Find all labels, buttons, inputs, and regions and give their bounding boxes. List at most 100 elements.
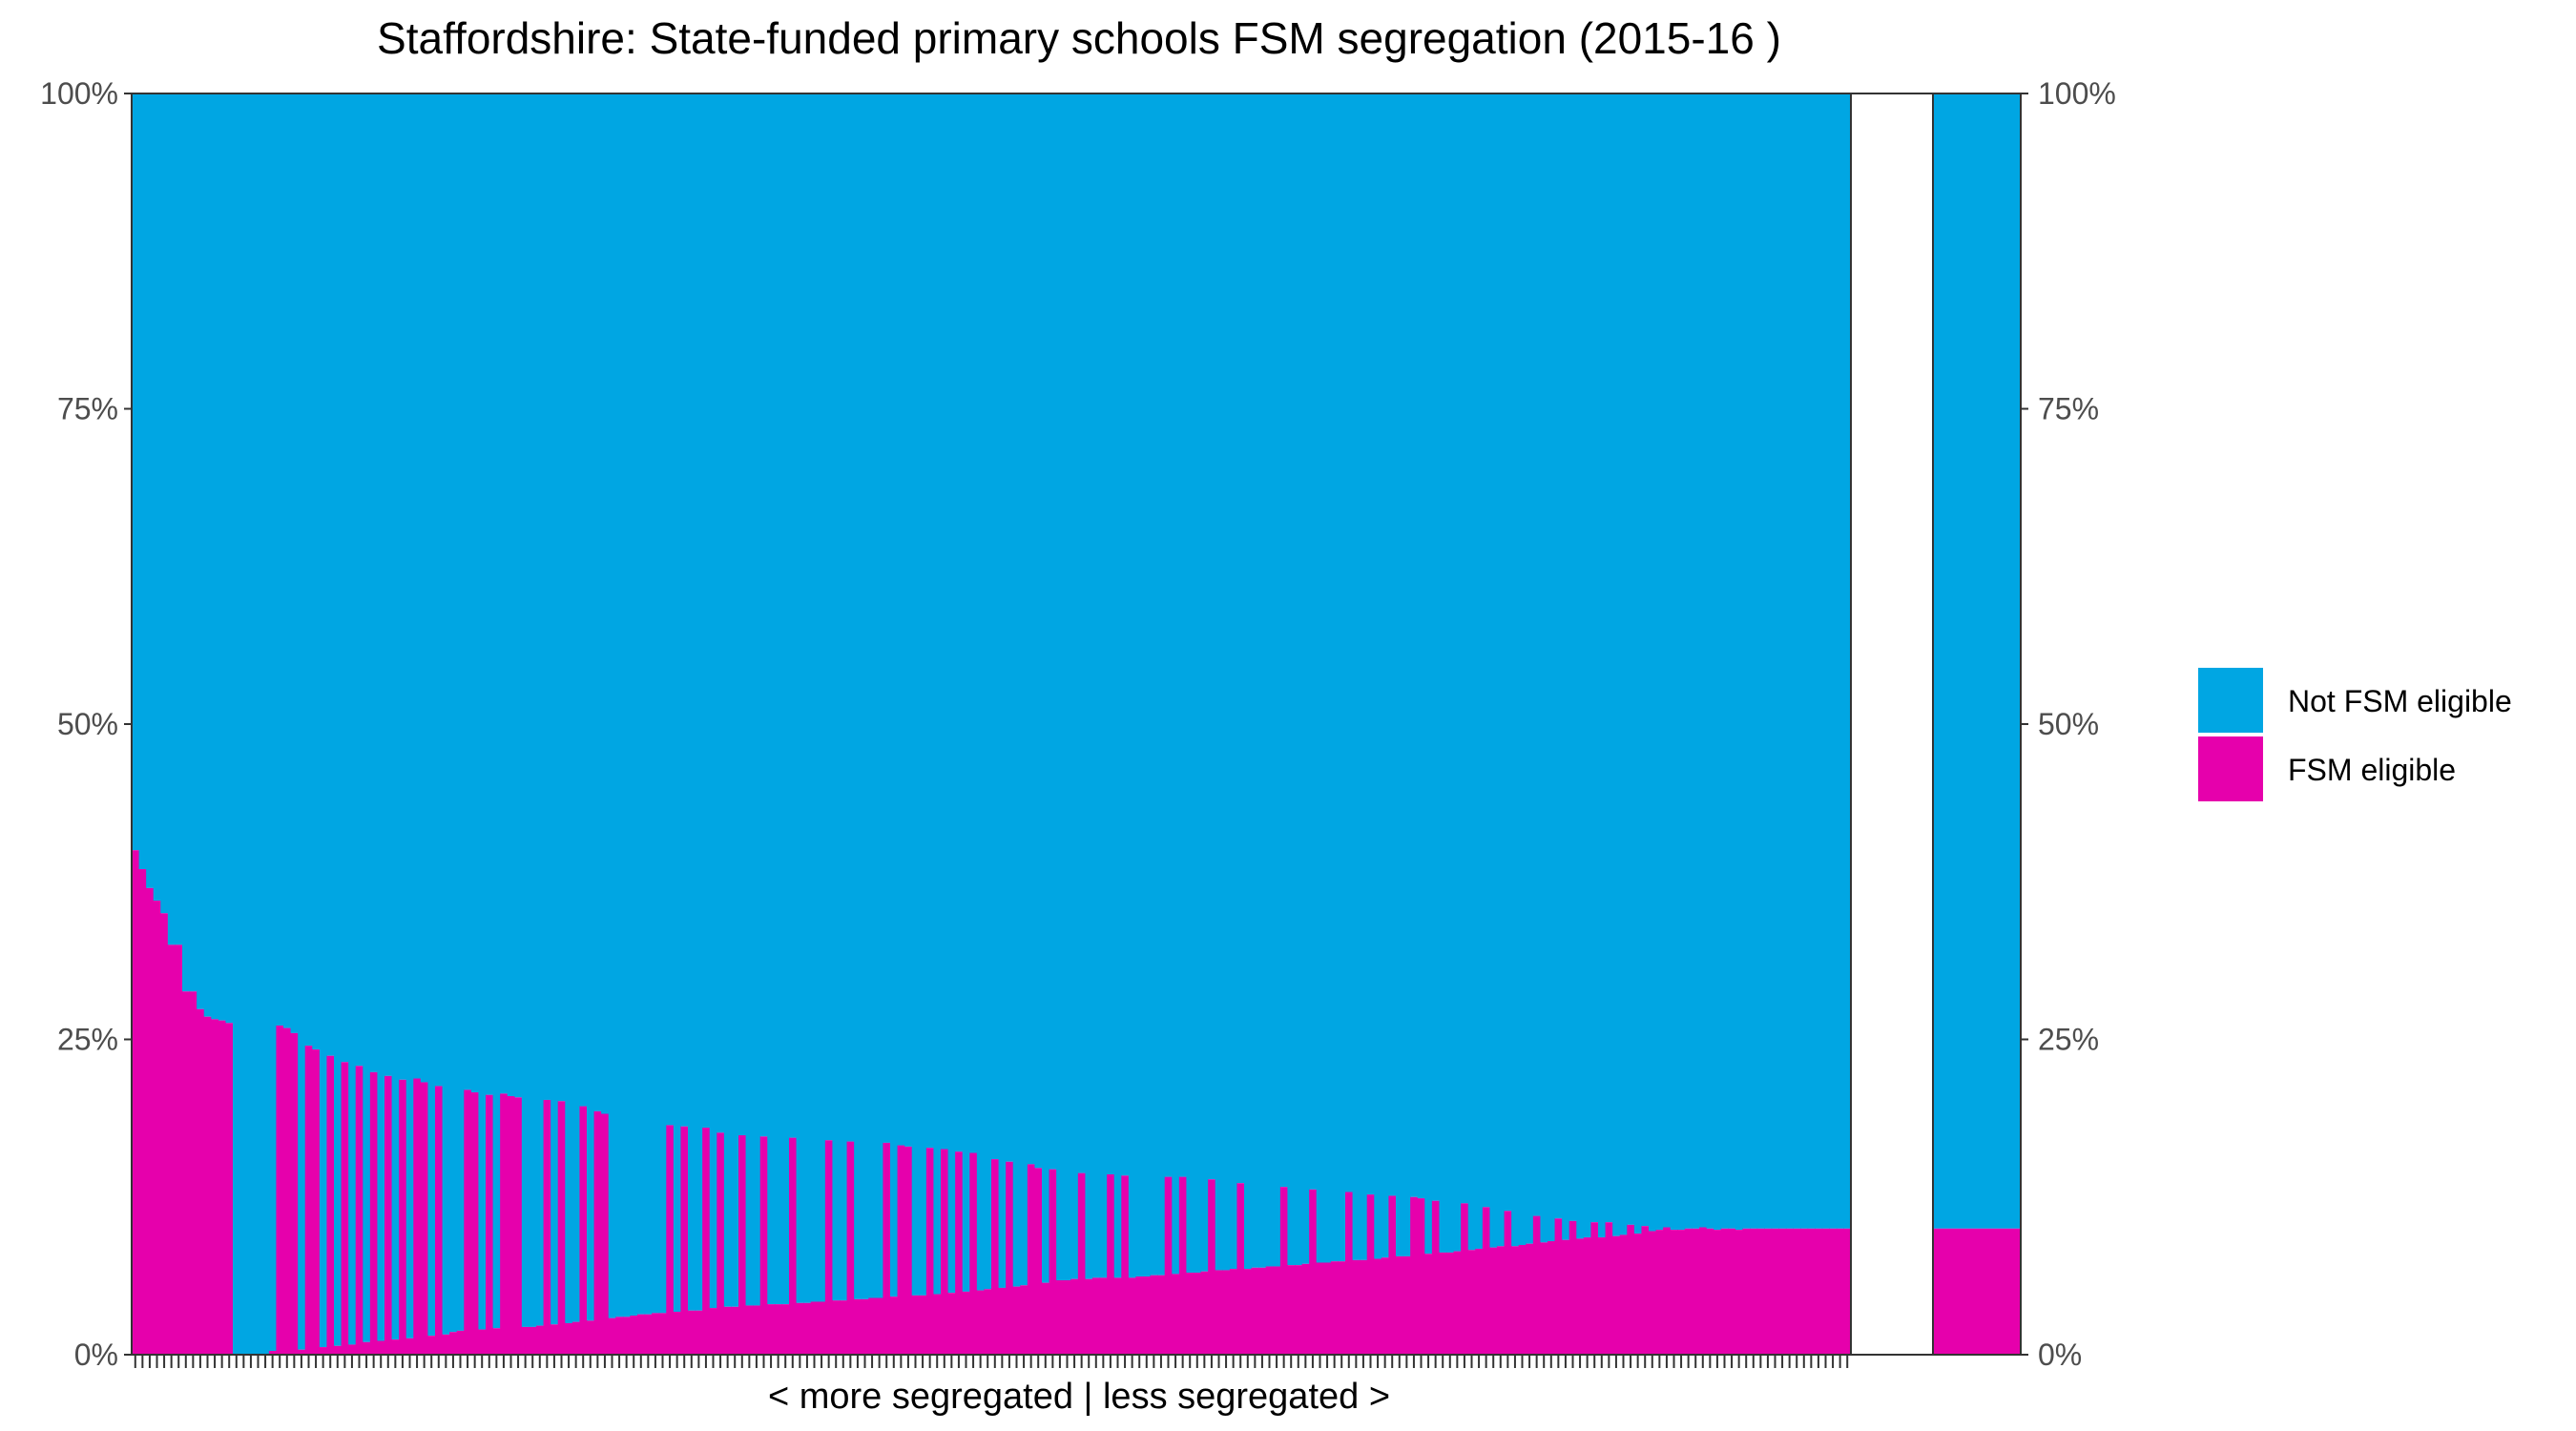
bar-not-fsm <box>1526 93 1534 1244</box>
bar-not-fsm <box>1352 93 1361 1260</box>
bar-fsm <box>1092 1277 1101 1355</box>
bar-fsm <box>1236 1183 1245 1355</box>
bar-fsm <box>1178 1176 1188 1355</box>
bar-fsm <box>1128 1277 1137 1355</box>
bar-fsm <box>1229 1269 1238 1355</box>
bar-not-fsm <box>571 93 581 1322</box>
bar-not-fsm <box>1049 93 1057 1170</box>
bar-fsm <box>688 1310 696 1355</box>
bar-fsm <box>738 1134 747 1355</box>
bar-fsm <box>1605 1222 1613 1355</box>
bar-fsm <box>1482 1207 1491 1355</box>
bar-fsm <box>897 1145 905 1355</box>
y-tick-label-right: 25% <box>2038 1023 2099 1057</box>
bar-not-fsm <box>1655 93 1664 1231</box>
bar-not-fsm <box>507 93 515 1096</box>
bar-not-fsm <box>218 93 227 1021</box>
bar-fsm <box>1677 1230 1686 1355</box>
bar-not-fsm <box>233 93 241 1355</box>
bar-not-fsm <box>991 93 1000 1160</box>
bar-not-fsm <box>536 93 545 1326</box>
bar-fsm <box>1345 1192 1354 1355</box>
bar-fsm <box>298 1349 306 1355</box>
bar-fsm <box>1692 1228 1700 1355</box>
bar-fsm <box>919 1295 927 1355</box>
bar-not-fsm <box>1316 93 1324 1263</box>
bar-not-fsm <box>1244 93 1253 1270</box>
bar-not-fsm <box>1396 93 1404 1256</box>
bar-fsm <box>1113 1277 1122 1355</box>
bar-not-fsm <box>1222 93 1231 1271</box>
bar-not-fsm <box>1540 93 1548 1243</box>
bar-fsm <box>1402 1255 1411 1355</box>
bar-fsm <box>832 1300 841 1355</box>
bar-not-fsm <box>247 93 256 1355</box>
bar-not-fsm <box>1099 93 1108 1278</box>
bar-fsm <box>637 1314 646 1355</box>
bar-not-fsm <box>644 93 653 1315</box>
bar-fsm <box>601 1113 610 1355</box>
bar-fsm <box>1077 1172 1087 1355</box>
bar-not-fsm <box>1309 93 1318 1190</box>
bar-not-fsm <box>377 93 385 1341</box>
bar-fsm <box>500 1093 509 1355</box>
bar-not-fsm <box>1728 93 1736 1229</box>
bar-fsm <box>153 901 161 1355</box>
bar-fsm <box>1504 1211 1512 1355</box>
y-tick-label-left: 100% <box>40 76 118 111</box>
bar-not-fsm <box>1504 93 1512 1212</box>
bar-not-fsm <box>355 93 364 1067</box>
bar-not-fsm <box>298 93 306 1350</box>
bar-fsm <box>1027 1164 1036 1355</box>
bar-fsm <box>1720 1228 1729 1355</box>
bar-not-fsm <box>781 93 790 1305</box>
bar-fsm <box>774 1304 783 1355</box>
bar-fsm <box>1467 1250 1476 1355</box>
bar-not-fsm <box>1265 93 1274 1267</box>
bar-fsm <box>203 1016 212 1355</box>
bar-not-fsm <box>1692 93 1700 1229</box>
bar-fsm <box>449 1332 458 1355</box>
bar-not-fsm <box>796 93 804 1303</box>
bar-not-fsm <box>1374 93 1382 1259</box>
bar-fsm <box>391 1339 400 1355</box>
bar-not-fsm <box>723 93 733 1307</box>
bar-not-fsm <box>846 93 855 1142</box>
bar-not-fsm <box>1006 93 1014 1162</box>
bar-fsm <box>384 1075 393 1355</box>
bar-fsm <box>1143 1276 1152 1355</box>
bar-not-fsm <box>1467 93 1476 1251</box>
bar-fsm <box>413 1078 422 1355</box>
bar-not-fsm <box>1295 93 1303 1266</box>
bar-fsm <box>551 1324 559 1355</box>
bar-not-fsm <box>1417 93 1425 1199</box>
bar-not-fsm <box>1208 93 1216 1180</box>
bar-fsm <box>854 1298 862 1355</box>
bar-not-fsm <box>861 93 869 1299</box>
bar-not-fsm <box>1121 93 1130 1176</box>
bar-fsm <box>1821 1228 1830 1355</box>
bar-fsm <box>1208 1179 1216 1355</box>
bar-fsm <box>962 1291 970 1355</box>
bar-not-fsm <box>1027 93 1036 1165</box>
bar-not-fsm <box>593 93 602 1111</box>
bar-not-fsm <box>449 93 458 1333</box>
bar-fsm <box>723 1306 733 1355</box>
bar-fsm <box>1049 1169 1057 1355</box>
bar-not-fsm <box>1532 93 1542 1216</box>
bar-not-fsm <box>1107 93 1115 1174</box>
bar-fsm <box>521 1326 530 1355</box>
bar-fsm <box>132 850 140 1355</box>
bar-not-fsm <box>1200 93 1209 1272</box>
bar-fsm <box>304 1046 313 1355</box>
bar-fsm <box>933 1294 942 1355</box>
bar-not-fsm <box>998 93 1007 1288</box>
y-tick-label-left: 50% <box>57 707 118 741</box>
bar-not-fsm <box>1063 93 1071 1281</box>
bar-fsm <box>1670 1230 1678 1355</box>
bar-fsm <box>399 1079 407 1355</box>
bar-fsm <box>984 1289 992 1355</box>
bar-fsm <box>1366 1194 1375 1355</box>
bar-fsm <box>326 1055 335 1355</box>
bar-fsm <box>1800 1228 1809 1355</box>
